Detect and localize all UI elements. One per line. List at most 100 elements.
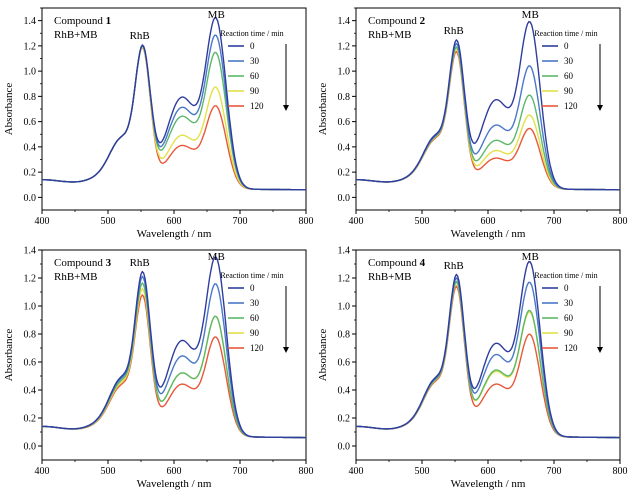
legend-label: 0 [250, 41, 255, 51]
y-tick-label: 1.2 [24, 41, 37, 52]
peak-label-mb: MB [208, 251, 225, 263]
y-tick-label: 0.2 [338, 414, 351, 425]
legend-label: 0 [250, 283, 255, 293]
series-line-0 [42, 256, 306, 439]
x-tick-label: 400 [349, 216, 364, 227]
y-tick-label: 0.6 [338, 117, 351, 128]
x-axis-label: Wavelength / nm [137, 228, 212, 240]
series-line-90 [356, 47, 620, 191]
y-tick-label: 1.0 [338, 67, 351, 78]
legend-label: 120 [250, 343, 264, 353]
series-line-60 [356, 280, 620, 439]
y-tick-label: 0.6 [24, 117, 37, 128]
series-line-0 [356, 20, 620, 191]
x-tick-label: 700 [233, 466, 248, 477]
series-line-60 [42, 281, 306, 439]
legend-label: 120 [564, 101, 578, 111]
y-tick-label: 1.0 [24, 67, 37, 78]
x-tick-label: 700 [547, 466, 562, 477]
x-tick-label: 800 [613, 216, 628, 227]
y-axis-label: Absorbance [3, 83, 15, 136]
panel-title-prefix: Compound [368, 15, 420, 27]
y-tick-label: 0.0 [338, 193, 351, 204]
y-tick-label: 0.8 [338, 330, 351, 341]
y-tick-label: 0.8 [338, 92, 351, 103]
x-tick-label: 600 [481, 466, 496, 477]
legend-label: 90 [250, 328, 260, 338]
legend-label: 0 [564, 41, 569, 51]
x-axis-label: Wavelength / nm [451, 478, 526, 490]
legend-label: 30 [564, 298, 574, 308]
chart-panel-1: 400 500 600 700 8000.00.20.40.60.81.01.21.4W… [3, 7, 314, 240]
y-tick-label: 0.8 [24, 92, 37, 103]
series-line-30 [356, 42, 620, 191]
panel-title-number: 2 [420, 15, 426, 27]
y-tick-label: 1.0 [24, 302, 37, 313]
series-line-120 [356, 50, 620, 191]
y-tick-label: 1.2 [24, 274, 37, 285]
panel-title-prefix: Compound [368, 257, 420, 269]
legend-arrow-head [597, 347, 603, 353]
legend-label: 90 [250, 86, 260, 96]
series-line-0 [356, 260, 620, 439]
panel-title-number: 4 [420, 257, 426, 269]
legend-label: 30 [564, 56, 574, 66]
x-tick-label: 700 [547, 216, 562, 227]
x-tick-label: 700 [233, 216, 248, 227]
y-tick-label: 1.4 [24, 246, 37, 257]
x-tick-label: 800 [613, 466, 628, 477]
legend-title: Reaction time / min [220, 271, 283, 280]
x-tick-label: 600 [167, 466, 182, 477]
panel-title: Compound 3 [54, 257, 112, 269]
x-tick-label: 800 [299, 466, 314, 477]
chart-panel-3: 400 500 600 700 8000.00.20.40.60.81.01.21.4W… [3, 246, 314, 491]
y-tick-label: 1.0 [338, 302, 351, 313]
y-tick-label: 0.4 [338, 142, 351, 153]
x-tick-label: 600 [167, 216, 182, 227]
legend-label: 90 [564, 86, 574, 96]
x-tick-label: 500 [101, 466, 116, 477]
panel-subtitle: RhB+MB [54, 271, 98, 283]
y-axis-label: Absorbance [3, 329, 15, 382]
x-tick-label: 400 [35, 216, 50, 227]
y-tick-label: 0.0 [338, 442, 351, 453]
panel-subtitle: RhB+MB [368, 29, 412, 41]
y-tick-label: 0.4 [24, 386, 37, 397]
legend-label: 60 [564, 313, 574, 323]
peak-label-mb: MB [208, 9, 225, 21]
x-axis-label: Wavelength / nm [137, 478, 212, 490]
y-tick-label: 1.2 [338, 274, 351, 285]
chart-panel-2: 400 500 600 700 8000.00.20.40.60.81.01.21.4W… [317, 7, 628, 240]
legend-label: 30 [250, 298, 260, 308]
peak-label-rhb: RhB [444, 25, 464, 37]
x-tick-label: 500 [415, 216, 430, 227]
legend-label: 120 [250, 101, 264, 111]
series-line-60 [356, 45, 620, 191]
panel-subtitle: RhB+MB [368, 271, 412, 283]
series-line-30 [356, 276, 620, 439]
y-tick-label: 0.0 [24, 442, 37, 453]
legend-label: 90 [564, 328, 574, 338]
panel-title-number: 3 [106, 257, 112, 269]
panel-title-number: 1 [106, 15, 112, 27]
y-axis-label: Absorbance [317, 329, 329, 382]
y-tick-label: 0.8 [24, 330, 37, 341]
y-tick-label: 0.4 [24, 142, 37, 153]
y-tick-label: 0.0 [24, 193, 37, 204]
legend-label: 60 [250, 71, 260, 81]
legend-label: 60 [564, 71, 574, 81]
y-tick-label: 1.4 [24, 16, 37, 27]
legend-arrow-head [283, 347, 289, 353]
peak-label-mb: MB [522, 251, 539, 263]
panel-subtitle: RhB+MB [54, 29, 98, 41]
x-tick-label: 500 [101, 216, 116, 227]
legend-label: 60 [250, 313, 260, 323]
legend-label: 30 [250, 56, 260, 66]
legend-label: 120 [564, 343, 578, 353]
y-tick-label: 0.6 [338, 358, 351, 369]
panel-title: Compound 4 [368, 257, 426, 269]
x-axis-label: Wavelength / nm [451, 228, 526, 240]
y-axis-label: Absorbance [317, 83, 329, 136]
y-tick-label: 0.6 [24, 358, 37, 369]
